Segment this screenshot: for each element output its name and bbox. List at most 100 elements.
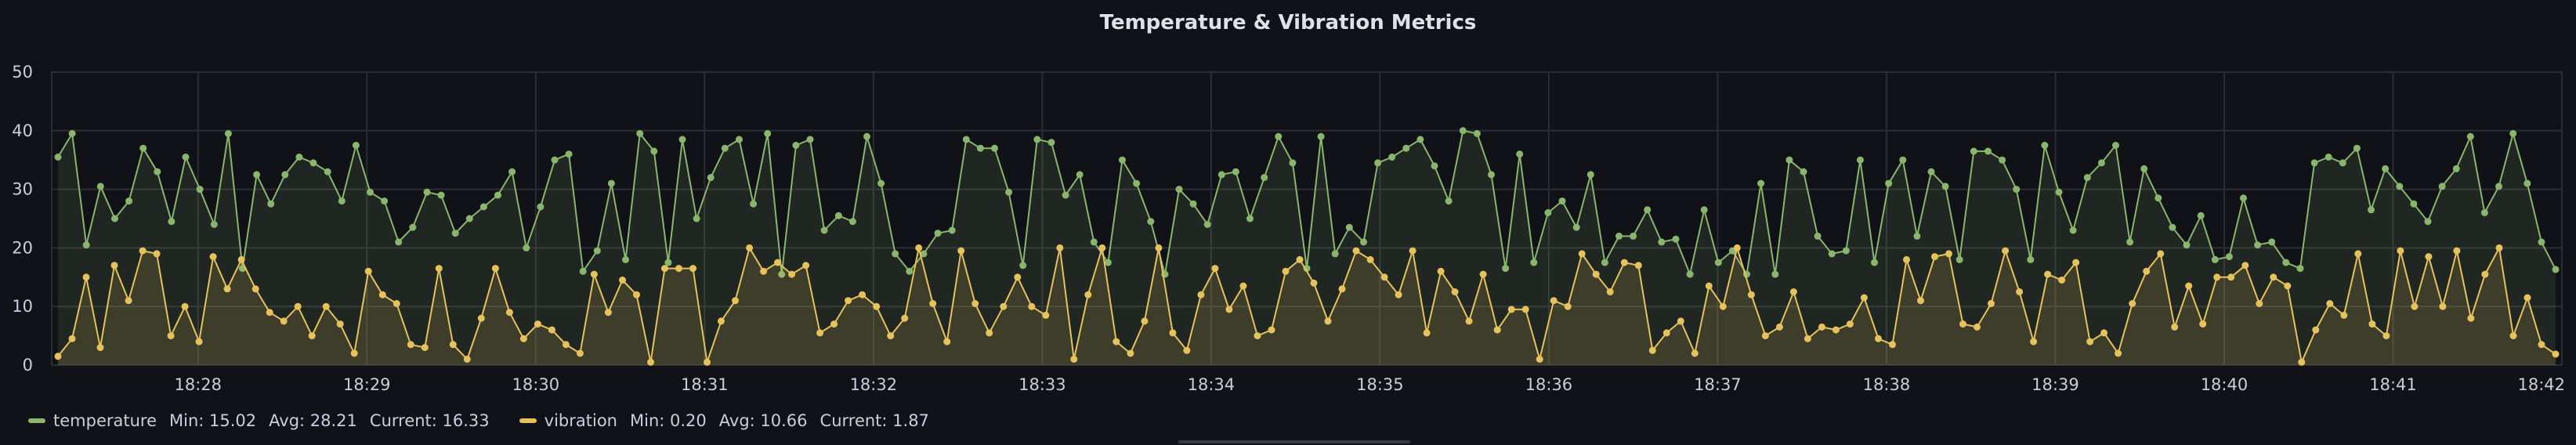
vibration-point: [519, 335, 527, 342]
vibration-point: [491, 265, 499, 273]
temperature-point: [1686, 270, 1694, 278]
legend: temperature Min: 15.02 Avg: 28.21 Curren…: [28, 409, 959, 432]
temperature-point: [1913, 232, 1921, 240]
temperature-point: [423, 188, 431, 196]
temperature-point: [1502, 265, 1510, 273]
vibration-point: [1098, 244, 1106, 251]
chart-title: Temperature & Vibration Metrics: [1099, 11, 1477, 34]
legend-item-vibration[interactable]: vibration Min: 0.20 Avg: 10.66 Current: …: [519, 411, 942, 430]
vibration-current: Current: 1.87: [819, 411, 929, 430]
temperature-point: [1289, 159, 1297, 167]
temperature-point: [1984, 147, 1992, 155]
temperature-point: [565, 150, 573, 158]
temperature-point: [1544, 209, 1552, 216]
vibration-point: [1733, 244, 1741, 251]
vibration-point: [2086, 338, 2094, 346]
vibration-point: [1550, 297, 1558, 305]
vibration-point: [1988, 300, 1995, 307]
vibration-point: [1380, 273, 1388, 281]
temperature-point: [1275, 132, 1283, 140]
temperature-point: [2083, 174, 2091, 182]
temperature-area: [58, 130, 2556, 366]
temperature-point: [2495, 183, 2502, 190]
panel-scrollbar[interactable]: [1178, 440, 1410, 443]
vibration-point: [1648, 346, 1656, 354]
temperature-point: [2466, 132, 2474, 140]
temperature-point: [2155, 194, 2162, 202]
vibration-point: [1338, 285, 1346, 293]
vibration-point: [110, 262, 118, 270]
vibration-point: [280, 317, 288, 325]
vibration-point: [887, 332, 895, 340]
vibration-point: [859, 291, 867, 298]
vibration-point: [1155, 244, 1163, 251]
x-tick-label: 18:29: [343, 375, 391, 394]
vibration-point: [633, 291, 640, 298]
temperature-point: [451, 230, 459, 237]
vibration-point: [1705, 282, 1713, 290]
temperature-point: [593, 247, 601, 255]
vibration-point: [2411, 302, 2419, 310]
temperature-point: [778, 270, 786, 278]
temperature-swatch: [28, 418, 45, 423]
vibration-point: [1084, 291, 1092, 298]
vibration-point: [449, 341, 457, 349]
temperature-point: [934, 230, 942, 237]
temperature-point: [281, 171, 289, 179]
vibration-point: [1691, 349, 1699, 357]
x-tick-label: 18:35: [1356, 375, 1404, 394]
temperature-point: [2169, 223, 2176, 231]
temperature-point: [1771, 270, 1779, 278]
temperature-point: [622, 255, 629, 263]
vibration-point: [1014, 273, 1022, 281]
vibration-point: [251, 285, 259, 293]
temperature-point: [906, 267, 914, 275]
y-tick-label: 30: [12, 180, 33, 199]
vibration-point: [1197, 291, 1205, 298]
temperature-point: [2069, 226, 2077, 234]
vibration-point: [2115, 349, 2122, 357]
vibration-point: [1804, 335, 1811, 342]
vibration-point: [1959, 320, 1966, 328]
y-axis: 0 10 20 30 40 50: [12, 63, 33, 374]
vibration-point: [2171, 323, 2179, 331]
temperature-point: [1956, 255, 1963, 263]
vibration-point: [2157, 250, 2165, 258]
vibration-point: [1070, 356, 1078, 363]
vibration-point: [1169, 329, 1177, 337]
x-tick-label: 18:40: [2201, 375, 2249, 394]
temperature-point: [1246, 215, 1254, 222]
temperature-point: [2097, 159, 2105, 167]
vibration-point: [308, 332, 316, 340]
vibration-point: [1239, 282, 1247, 290]
vibration-point: [2453, 247, 2461, 255]
temperature-point: [707, 174, 715, 182]
vibration-point: [619, 277, 626, 284]
temperature-point: [1885, 179, 1893, 187]
temperature-point: [2268, 238, 2276, 246]
temperature-point: [494, 191, 501, 199]
vibration-point: [2298, 358, 2306, 366]
vibration-point: [1409, 247, 1416, 255]
vibration-point: [209, 253, 217, 261]
temperature-point: [2396, 183, 2404, 190]
legend-item-temperature[interactable]: temperature Min: 15.02 Avg: 28.21 Curren…: [28, 411, 502, 430]
series-vibration: [54, 244, 2560, 366]
vibration-point: [732, 297, 739, 305]
temperature-point: [2452, 165, 2460, 172]
temperature-point: [1700, 206, 1708, 214]
vibration-point: [1620, 259, 1628, 266]
vibration-point: [378, 291, 386, 298]
temperature-point: [2509, 130, 2517, 137]
temperature-point: [267, 200, 275, 208]
vibration-point: [1254, 332, 1261, 340]
temperature-point: [82, 241, 90, 249]
vibration-point: [2185, 282, 2193, 290]
temperature-point: [1261, 174, 1268, 182]
series-temperature: [54, 127, 2560, 366]
vibration-point: [718, 317, 725, 325]
vibration-point: [1000, 302, 1008, 310]
temperature-point: [295, 154, 303, 161]
x-axis: 18:28 18:29 18:30 18:31 18:32 18:33 18:34 18:35…: [175, 375, 2565, 394]
